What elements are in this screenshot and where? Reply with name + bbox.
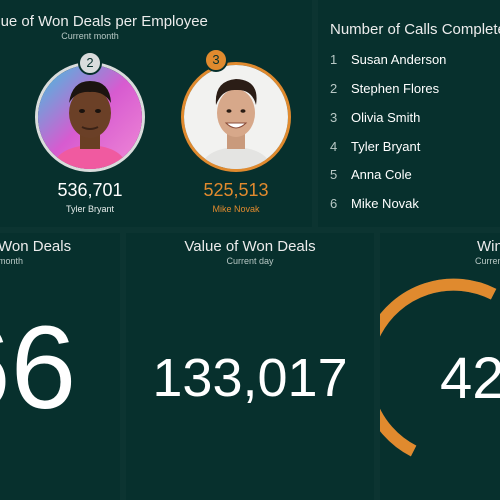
employee-value: 525,513	[203, 180, 269, 200]
call-name: Olivia Smith	[351, 110, 421, 125]
call-name: Stephen Flores	[351, 81, 440, 96]
call-rank: 2	[330, 81, 338, 96]
avatar	[181, 62, 291, 172]
employee-name: Mike Novak	[212, 204, 260, 214]
list-item[interactable]: 5 Anna Cole	[330, 167, 412, 182]
won-value-subtitle: Current day	[226, 256, 274, 266]
win-rate-gauge	[380, 278, 497, 457]
list-item[interactable]: 4 Tyler Bryant	[330, 139, 420, 154]
win-rate-panel: Win Curren 42	[380, 233, 500, 500]
won-deals-subtitle: month	[0, 256, 24, 266]
avatar	[35, 62, 145, 172]
rank-badge: 2	[78, 51, 102, 75]
gauge-fill	[380, 278, 497, 457]
list-item[interactable]: 3 Olivia Smith	[330, 110, 420, 125]
win-rate-value: 42	[440, 346, 500, 411]
won-value-title: Value of Won Deals	[184, 238, 316, 255]
won-deals-title: Won Deals	[0, 238, 72, 255]
leaderboard-title: Value of Won Deals per Employee	[0, 13, 208, 30]
won-deals-panel: Won Deals month 66	[0, 233, 120, 500]
call-rank: 3	[330, 110, 338, 125]
won-deals-value: 66	[0, 302, 77, 434]
rank-badge: 3	[204, 48, 228, 72]
employee-value: 536,701	[57, 180, 123, 200]
win-rate-title: Win	[477, 238, 500, 255]
list-item[interactable]: 2 Stephen Flores	[330, 81, 439, 96]
avatar-photo-icon	[38, 65, 142, 169]
call-name: Mike Novak	[351, 196, 419, 211]
list-item[interactable]: 6 Mike Novak	[330, 196, 419, 211]
win-rate-subtitle: Curren	[475, 256, 500, 266]
calls-panel: Number of Calls Completed 1 Susan Anderso…	[318, 0, 500, 227]
leaderboard-subtitle: Current month	[61, 31, 119, 41]
employee-name: Tyler Bryant	[65, 204, 115, 214]
call-name: Tyler Bryant	[351, 139, 421, 154]
list-item[interactable]: 1 Susan Anderson	[330, 52, 446, 67]
calls-title: Number of Calls Completed	[330, 21, 500, 38]
call-rank: 4	[330, 139, 338, 154]
won-value-panel: Value of Won Deals Current day 133,017	[126, 233, 374, 500]
avatar-photo-icon	[184, 65, 288, 169]
call-rank: 6	[330, 196, 338, 211]
call-name: Susan Anderson	[351, 52, 447, 67]
call-rank: 5	[330, 167, 338, 182]
won-value-number: 133,017	[152, 348, 348, 408]
call-name: Anna Cole	[351, 167, 412, 182]
leaderboard-panel: Value of Won Deals per Employee Current …	[0, 0, 312, 227]
call-rank: 1	[330, 52, 338, 67]
